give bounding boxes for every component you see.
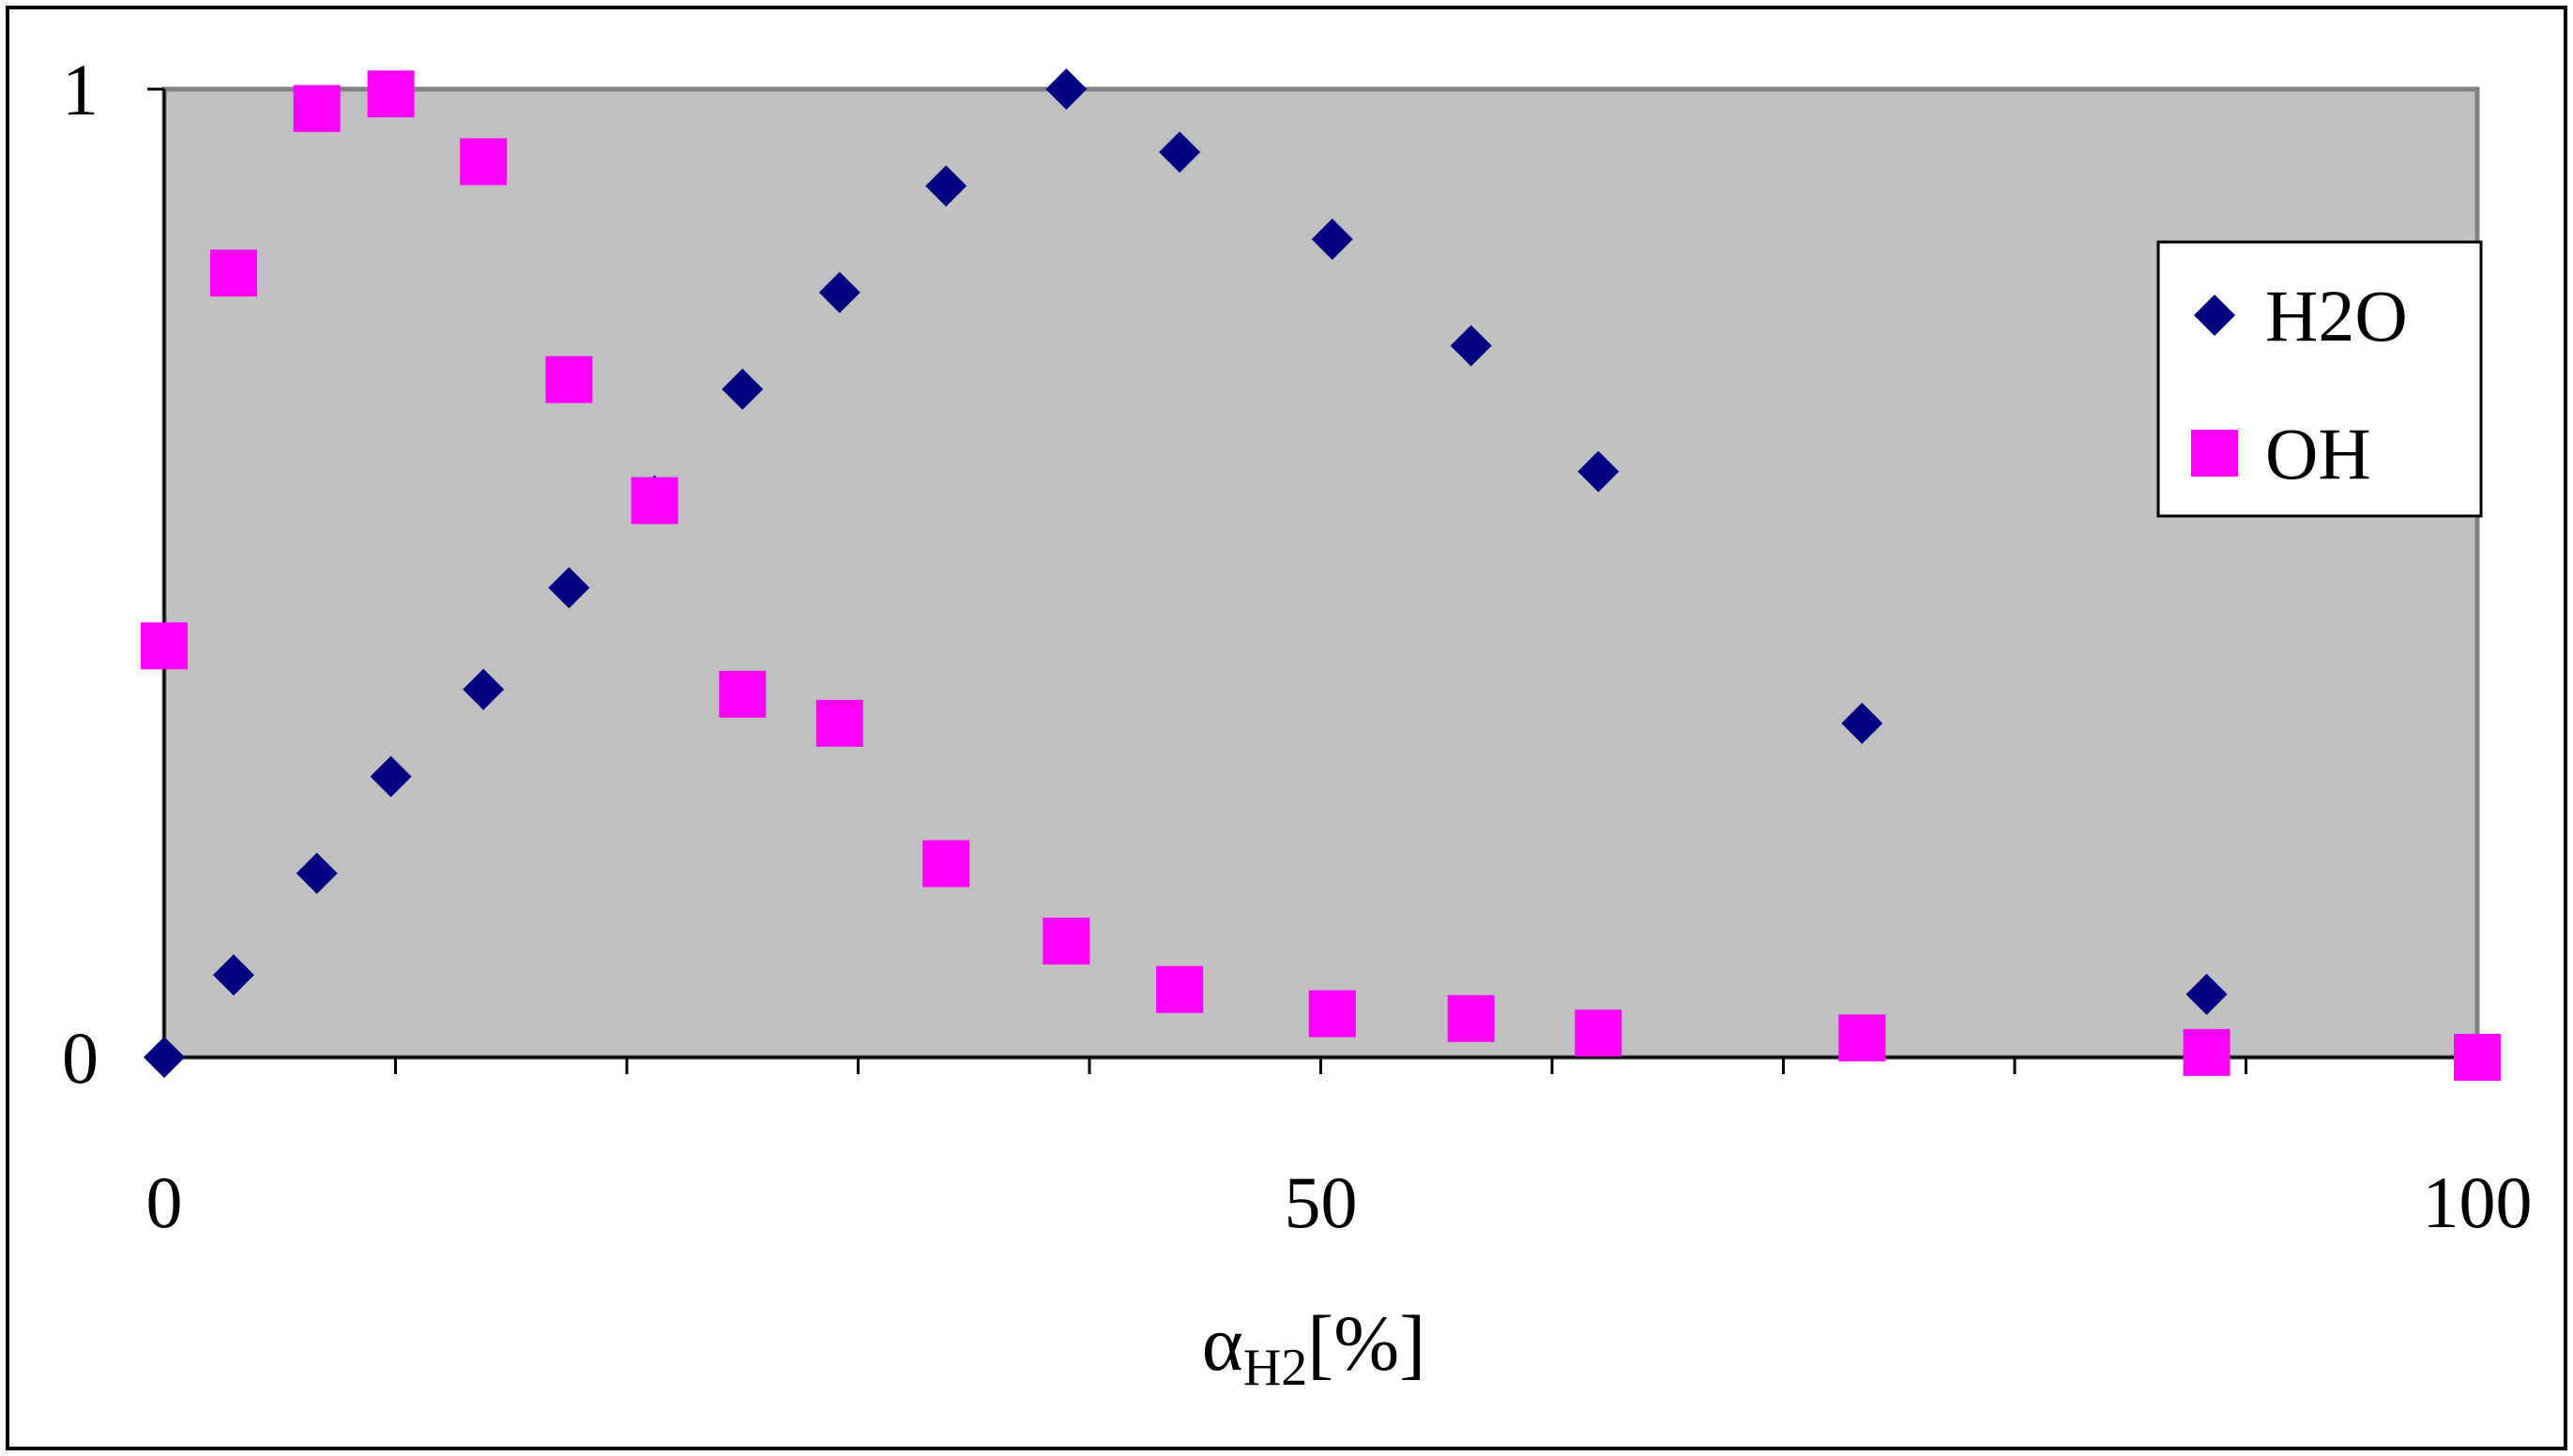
data-point-h2o bbox=[818, 271, 860, 313]
x-axis-title-symbol: α bbox=[1202, 1300, 1243, 1388]
data-point-oh bbox=[2183, 1028, 2230, 1076]
data-point-oh bbox=[922, 840, 970, 887]
data-point-oh bbox=[1308, 990, 1356, 1038]
legend-items: H2O OH bbox=[2191, 275, 2408, 494]
legend-marker-h2o bbox=[2194, 295, 2235, 336]
data-point-h2o bbox=[212, 954, 254, 996]
data-point-oh bbox=[1043, 918, 1090, 965]
data-point-oh bbox=[1447, 994, 1495, 1042]
data-point-oh bbox=[719, 671, 767, 718]
data-point-oh bbox=[141, 622, 188, 670]
data-point-h2o bbox=[463, 668, 505, 710]
data-point-h2o bbox=[296, 852, 338, 894]
data-point-oh bbox=[460, 138, 508, 186]
data-point-h2o bbox=[1311, 218, 1353, 260]
data-point-h2o bbox=[1159, 131, 1201, 174]
data-point-oh bbox=[1575, 1009, 1622, 1057]
data-point-oh bbox=[209, 250, 257, 297]
data-point-h2o bbox=[1841, 702, 1883, 744]
x-axis-title-unit: [%] bbox=[1307, 1300, 1425, 1388]
legend-label-oh: OH bbox=[2265, 413, 2371, 494]
data-point-oh bbox=[545, 356, 593, 403]
data-point-oh bbox=[1838, 1014, 1886, 1062]
data-point-oh bbox=[367, 70, 415, 118]
y-tick-label: 1 bbox=[62, 49, 99, 130]
data-point-h2o bbox=[722, 368, 764, 410]
data-point-h2o bbox=[2185, 973, 2228, 1015]
y-tick-label: 0 bbox=[62, 1017, 99, 1099]
x-axis-title-subscript: H2 bbox=[1243, 1339, 1307, 1397]
x-tick-label: 50 bbox=[1285, 1161, 1358, 1243]
data-point-h2o bbox=[548, 567, 590, 609]
data-point-oh bbox=[631, 477, 678, 524]
x-axis-title: αH2[%] bbox=[1202, 1300, 1425, 1397]
data-point-oh bbox=[293, 84, 341, 132]
y-axis-tick-labels: 01 bbox=[62, 49, 99, 1099]
data-markers bbox=[141, 68, 2501, 1081]
data-point-h2o bbox=[1045, 68, 1088, 110]
plot-area bbox=[161, 86, 2480, 1060]
data-point-h2o bbox=[370, 755, 412, 797]
data-point-oh bbox=[815, 699, 863, 747]
legend-label-h2o: H2O bbox=[2265, 275, 2408, 356]
x-tick-label: 0 bbox=[146, 1161, 183, 1243]
legend-marker-oh bbox=[2191, 430, 2238, 477]
legend: H2O OH bbox=[2156, 240, 2483, 518]
data-point-h2o bbox=[144, 1037, 185, 1078]
data-point-h2o bbox=[1450, 325, 1492, 367]
x-tick-label: 100 bbox=[2423, 1161, 2533, 1243]
data-point-oh bbox=[1156, 965, 1204, 1013]
data-point-h2o bbox=[925, 165, 967, 207]
data-point-h2o bbox=[1577, 450, 1620, 493]
x-axis-tick-labels: 0 50 100 bbox=[146, 1161, 2533, 1243]
data-point-oh bbox=[2454, 1034, 2501, 1081]
